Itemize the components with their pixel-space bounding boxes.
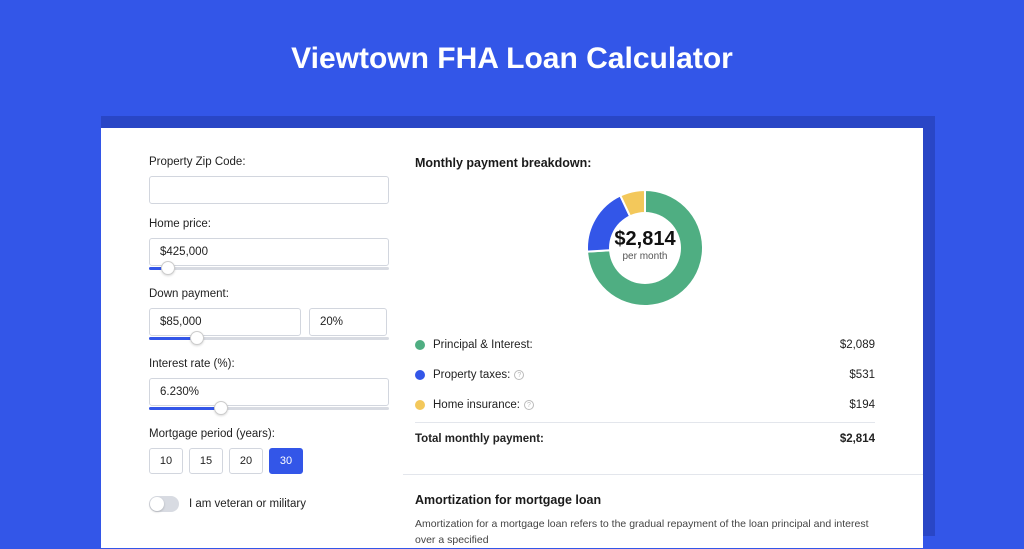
zip-input[interactable] xyxy=(149,176,389,204)
rate-slider[interactable] xyxy=(149,406,389,418)
calculator-card: Property Zip Code: Home price: Down paym… xyxy=(101,128,923,548)
zip-label: Property Zip Code: xyxy=(149,156,403,168)
legend-dot xyxy=(415,370,425,380)
legend-value: $531 xyxy=(849,369,875,381)
period-option-10[interactable]: 10 xyxy=(149,448,183,474)
period-label: Mortgage period (years): xyxy=(149,428,403,440)
price-label: Home price: xyxy=(149,218,403,230)
legend-total-row: Total monthly payment: $2,814 xyxy=(415,422,875,454)
divider xyxy=(403,474,923,475)
period-option-30[interactable]: 30 xyxy=(269,448,303,474)
amortization-text: Amortization for a mortgage loan refers … xyxy=(415,517,875,549)
rate-label: Interest rate (%): xyxy=(149,358,403,370)
page-title: Viewtown FHA Loan Calculator xyxy=(0,0,1024,102)
donut-chart: $2,814 per month xyxy=(415,184,875,312)
price-slider[interactable] xyxy=(149,266,389,278)
down-label: Down payment: xyxy=(149,288,403,300)
legend-dot xyxy=(415,340,425,350)
down-amount-input[interactable] xyxy=(149,308,301,336)
legend-row: Property taxes:?$531 xyxy=(415,360,875,390)
legend-dot xyxy=(415,400,425,410)
period-options: 10152030 xyxy=(149,448,403,474)
total-value: $2,814 xyxy=(840,433,875,445)
breakdown-title: Monthly payment breakdown: xyxy=(415,156,875,170)
legend-label: Property taxes:? xyxy=(433,369,849,381)
legend-row: Principal & Interest:$2,089 xyxy=(415,330,875,360)
info-icon[interactable]: ? xyxy=(514,370,524,380)
veteran-toggle[interactable] xyxy=(149,496,179,512)
total-label: Total monthly payment: xyxy=(415,433,840,445)
legend-label: Principal & Interest: xyxy=(433,339,840,351)
down-pct-input[interactable] xyxy=(309,308,387,336)
donut-sub: per month xyxy=(614,251,675,262)
rate-input[interactable] xyxy=(149,378,389,406)
inputs-panel: Property Zip Code: Home price: Down paym… xyxy=(101,128,403,548)
amortization-title: Amortization for mortgage loan xyxy=(415,493,875,507)
period-option-20[interactable]: 20 xyxy=(229,448,263,474)
legend-value: $2,089 xyxy=(840,339,875,351)
legend-label: Home insurance:? xyxy=(433,399,849,411)
legend-row: Home insurance:?$194 xyxy=(415,390,875,420)
period-option-15[interactable]: 15 xyxy=(189,448,223,474)
donut-amount: $2,814 xyxy=(614,228,675,251)
info-icon[interactable]: ? xyxy=(524,400,534,410)
price-input[interactable] xyxy=(149,238,389,266)
results-panel: Monthly payment breakdown: $2,814 per mo… xyxy=(403,128,923,548)
down-slider[interactable] xyxy=(149,336,389,348)
veteran-label: I am veteran or military xyxy=(189,498,306,510)
legend: Principal & Interest:$2,089Property taxe… xyxy=(415,330,875,420)
legend-value: $194 xyxy=(849,399,875,411)
